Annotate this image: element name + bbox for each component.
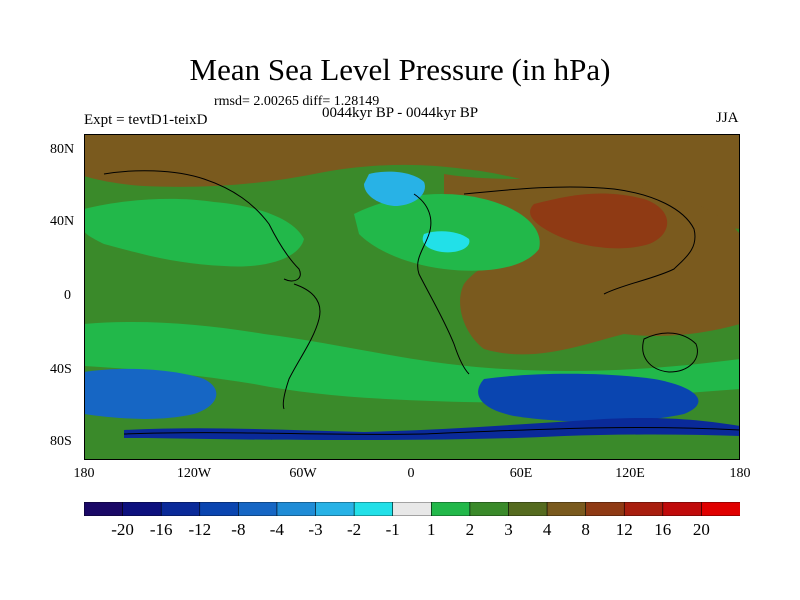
region-southern-ocean-low-indian	[478, 373, 699, 422]
colorbar-tick-label: 20	[692, 520, 710, 539]
colorbar-tick-label: 16	[654, 520, 672, 539]
experiment-label: Expt = tevtD1-teixD	[84, 112, 208, 128]
chart-title: Mean Sea Level Pressure (in hPa)	[189, 52, 611, 87]
x-tick-label: 180	[73, 466, 95, 481]
x-tick-label: 60W	[289, 466, 317, 481]
colorbar-swatch	[392, 502, 432, 516]
coastline-north-america	[103, 170, 301, 282]
period-label: 0044kyr BP - 0044kyr BP	[322, 105, 479, 121]
colorbar-swatch	[238, 502, 278, 516]
y-tick-label: 40N	[50, 214, 75, 229]
colorbar-tick-label: -20	[111, 520, 134, 539]
y-tick-label: 0	[64, 288, 71, 303]
colorbar-tick-label: 1	[427, 520, 436, 539]
colorbar	[84, 502, 740, 516]
colorbar-tick-label: 4	[542, 520, 552, 539]
colorbar-tick-label: 2	[465, 520, 475, 539]
colorbar-tick-label: -8	[231, 520, 246, 539]
colorbar-tick-label: -3	[308, 520, 323, 539]
colorbar-swatch	[353, 502, 394, 516]
colorbar-swatch	[701, 502, 740, 516]
colorbar-swatch	[546, 502, 587, 516]
x-tick-label: 180	[729, 466, 751, 481]
x-tick-label: 120W	[176, 466, 212, 481]
region-atlantic-low-core	[364, 171, 425, 206]
colorbar-swatch	[623, 502, 664, 516]
region-siberia	[530, 193, 668, 249]
x-tick-label: 0	[407, 466, 415, 481]
stats-label: rmsd= 2.00265 diff= 1.28149	[214, 94, 380, 109]
colorbar-swatch	[662, 502, 703, 516]
colorbar-swatch	[160, 502, 201, 516]
coastline-australia	[642, 332, 698, 373]
region-mediterranean-low	[422, 231, 470, 253]
y-tick-label: 40S	[50, 362, 72, 377]
colorbar-tick-label: -12	[188, 520, 212, 539]
coastline-asia	[463, 186, 696, 295]
y-tick-label: 80S	[50, 434, 72, 449]
coastline-south-america	[282, 283, 321, 410]
colorbar-swatch	[199, 502, 239, 516]
colorbar-swatch	[276, 502, 317, 516]
colorbar-swatch	[430, 502, 471, 516]
colorbar-swatch	[585, 502, 625, 516]
colorbar-swatch	[469, 502, 510, 516]
coastline-antarctica	[123, 426, 740, 435]
region-antarctic-coast	[124, 417, 740, 440]
colorbar-tick-label: -4	[269, 520, 284, 539]
pressure-map	[84, 134, 740, 460]
x-tick-label: 120E	[615, 466, 645, 481]
colorbar-tick-label: -16	[149, 520, 173, 539]
region-arctic	[84, 134, 740, 229]
colorbar-tick-label: -2	[347, 520, 362, 539]
colorbar-swatch	[508, 502, 548, 516]
coastline-europe-africa	[413, 193, 470, 375]
map-frame	[84, 134, 740, 460]
colorbar-tick-label: 12	[615, 520, 633, 539]
colorbar-tick-label: -1	[385, 520, 400, 539]
colorbar-swatch	[315, 502, 355, 516]
x-tick-label: 60E	[509, 466, 533, 481]
colorbar-swatch	[122, 502, 162, 516]
y-tick-label: 80N	[50, 142, 75, 157]
region-antarctica	[84, 440, 740, 460]
season-label: JJA	[716, 110, 739, 126]
colorbar-tick-label: 8	[581, 520, 590, 539]
colorbar-tick-label: 3	[504, 520, 513, 539]
colorbar-swatch	[84, 502, 124, 516]
region-southern-ocean-low-pacific	[84, 368, 217, 419]
region-north-pacific-high	[84, 198, 304, 267]
